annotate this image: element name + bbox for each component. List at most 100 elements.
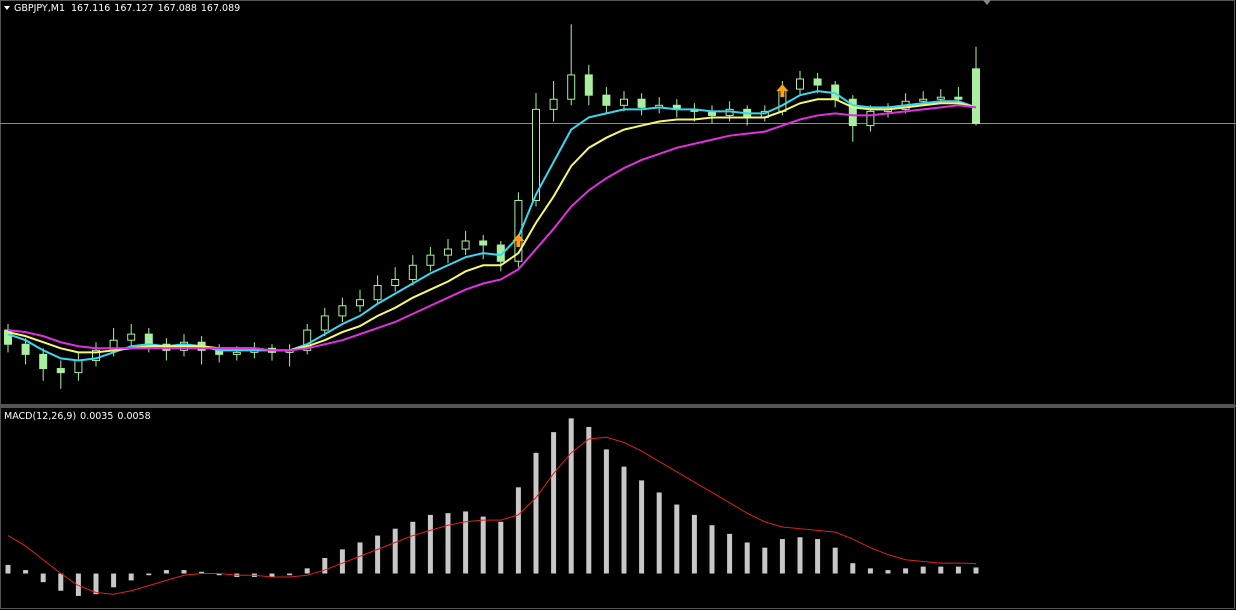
candle-body <box>496 244 505 262</box>
macd-bar <box>727 533 733 574</box>
low-value: 167.088 <box>158 3 197 14</box>
macd-bar <box>797 537 803 574</box>
candle-body <box>532 108 540 201</box>
candle-body <box>866 110 875 127</box>
symbol: GBPJPY,M1 <box>14 3 65 14</box>
macd-panel-border <box>0 407 1235 609</box>
macd-bar <box>762 547 768 574</box>
candle-body <box>637 98 646 108</box>
chart-header: GBPJPY,M1 167.116 167.127 167.088 167.089 <box>14 3 240 14</box>
candle-body <box>972 68 980 125</box>
candle-body <box>936 96 945 100</box>
macd-bar <box>75 573 81 596</box>
candle-body <box>373 285 382 301</box>
macd-bar <box>40 573 46 583</box>
candle-body <box>391 278 400 287</box>
macd-bar <box>58 573 64 591</box>
macd-bar <box>551 432 557 574</box>
buy-arrow <box>512 233 525 247</box>
candle-body <box>602 94 611 106</box>
candle-body <box>549 98 558 110</box>
macd-bar <box>498 521 504 574</box>
macd-bar <box>427 514 433 574</box>
candle-body <box>144 333 153 345</box>
candle-body <box>232 351 241 355</box>
macd-bar <box>269 573 275 577</box>
macd-bar <box>533 452 539 574</box>
macd-header: MACD(12,26,9) 0.0035 0.0058 <box>4 411 151 422</box>
macd-bar <box>903 568 909 574</box>
macd-bar <box>568 418 574 574</box>
close-value: 167.089 <box>201 3 240 14</box>
candle-body <box>320 315 329 331</box>
macd-value: 0.0035 <box>80 411 113 422</box>
macd-bar <box>163 570 169 574</box>
macd-bar <box>181 570 187 574</box>
macd-bar <box>920 566 926 574</box>
menu-triangle <box>4 6 10 10</box>
macd-bar <box>410 521 416 574</box>
candle-body <box>56 368 65 374</box>
macd-bar <box>779 539 785 574</box>
macd-bar <box>199 571 205 574</box>
macd-bar <box>111 573 117 588</box>
buy-arrow <box>776 84 789 98</box>
macd-bar <box>867 568 873 574</box>
candle-body <box>584 74 593 96</box>
candle-body <box>356 299 364 307</box>
candle-body <box>338 305 347 317</box>
macd-bar <box>392 528 398 574</box>
macd-bar <box>744 542 750 574</box>
macd-bar <box>621 466 627 574</box>
macd-bar <box>709 525 715 574</box>
candle-body <box>444 248 452 256</box>
macd-bar <box>322 558 328 574</box>
candle-body <box>127 333 136 341</box>
macd-bar <box>603 449 609 574</box>
macd-bar <box>480 516 486 574</box>
macd-bar <box>357 542 363 574</box>
open-value: 167.116 <box>71 3 110 14</box>
macd-bar <box>885 570 891 574</box>
macd-bar <box>850 563 856 574</box>
macd-bar <box>586 426 592 574</box>
candle-body <box>919 98 928 102</box>
candle-body <box>21 343 30 355</box>
candle-body <box>567 74 576 100</box>
candle-body <box>620 98 628 106</box>
candle-body <box>954 96 963 100</box>
macd-bar <box>463 511 469 574</box>
candle-body <box>92 349 100 361</box>
macd-bar <box>674 504 680 574</box>
signal-value: 0.0058 <box>117 411 150 422</box>
macd-bar <box>128 573 134 581</box>
candle-body <box>479 240 488 246</box>
macd-bar <box>216 573 222 576</box>
macd-bar <box>973 567 979 574</box>
macd-bar <box>938 566 944 574</box>
macd-bar <box>815 539 821 574</box>
macd-name: MACD(12,26,9) <box>4 411 76 422</box>
shift-marker <box>983 0 991 5</box>
candle-body <box>848 98 857 127</box>
macd-bar <box>515 487 521 574</box>
macd-bar <box>146 573 152 576</box>
high-value: 167.127 <box>114 3 153 14</box>
macd-bar <box>5 564 11 574</box>
macd-bar <box>23 570 29 574</box>
macd-bar <box>691 514 697 574</box>
candle-body <box>813 78 822 86</box>
candle-body <box>74 359 83 374</box>
signal-line <box>7 436 977 595</box>
candle-body <box>796 78 804 90</box>
macd-bar <box>955 566 961 574</box>
candle-body <box>461 240 470 250</box>
candle-body <box>162 343 171 351</box>
macd-bar <box>287 573 293 576</box>
candle-body <box>4 329 12 345</box>
candle-body <box>39 353 48 370</box>
macd-bar <box>339 549 345 574</box>
macd-bar <box>639 480 645 574</box>
